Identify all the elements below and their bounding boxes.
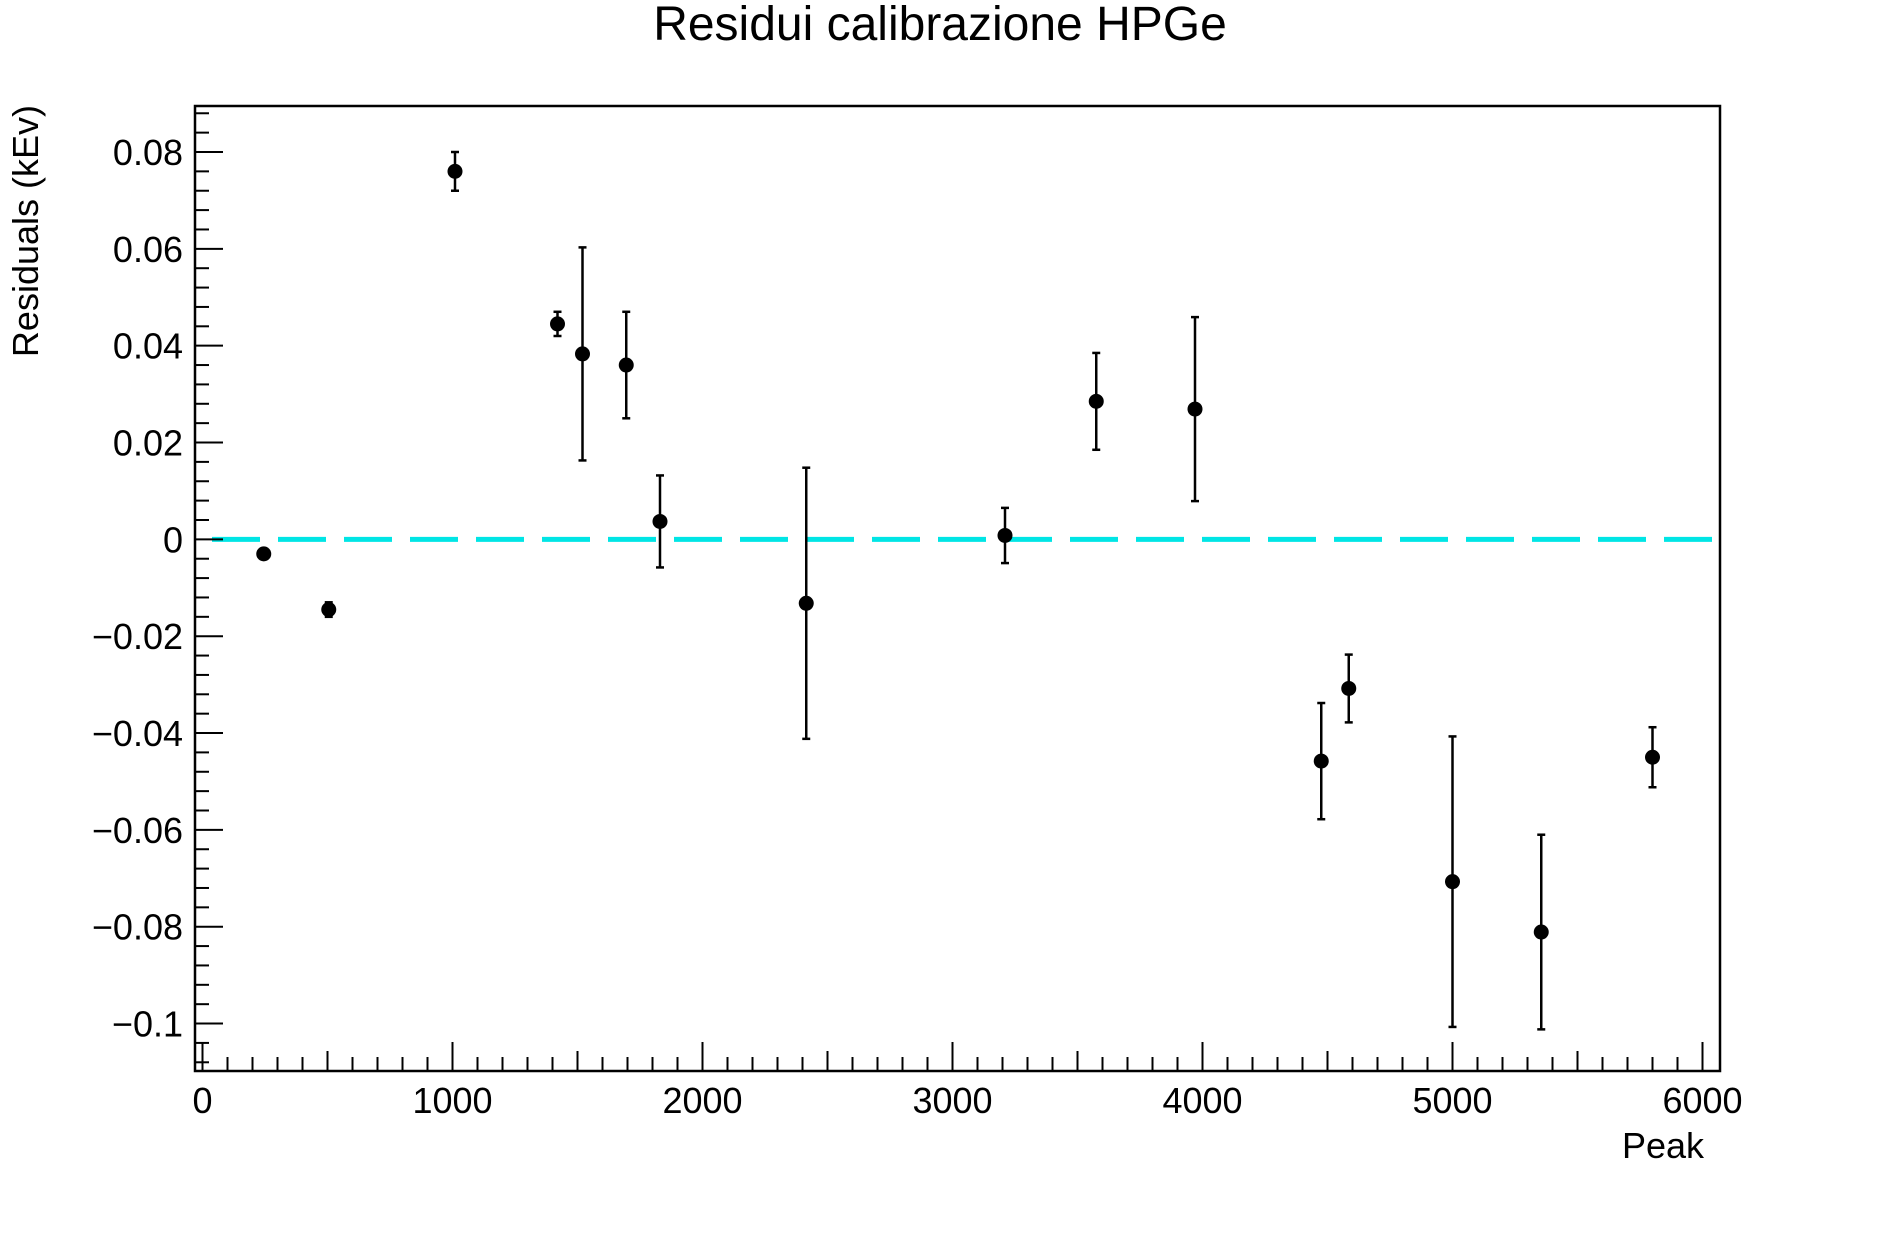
data-marker [997,527,1013,543]
y-tick-label: 0.02 [113,423,183,464]
data-marker [1313,753,1329,769]
data-marker [550,316,565,332]
y-tick-label: 0.06 [113,229,183,270]
y-tick-label: 0 [163,519,183,560]
data-point [575,246,590,462]
y-tick-label: 0.04 [113,326,183,367]
data-point [1341,653,1357,724]
data-point [256,546,272,562]
y-tick-label: −0.02 [92,616,183,657]
x-tick-label: 3000 [912,1080,992,1121]
plot-frame [193,104,1722,1073]
data-point [550,310,565,338]
data-marker [1187,401,1203,417]
x-axis-label: Peak [1622,1125,1705,1166]
data-point [447,150,463,192]
data-point [1313,701,1329,821]
data-point [997,506,1013,565]
y-tick-label: −0.08 [92,907,183,948]
x-tick-label: 5000 [1412,1080,1492,1121]
x-tick-label: 6000 [1662,1080,1742,1121]
x-tick-label: 4000 [1162,1080,1242,1121]
x-tick-label: 0 [192,1080,212,1121]
y-tick-label: 0.08 [113,132,183,173]
data-marker [652,513,668,529]
data-point [1645,725,1660,789]
data-marker [798,595,814,611]
y-tick-label: −0.04 [92,713,183,754]
data-marker [321,602,337,618]
axes: 0.08 0.06 0.04 0.02 0 −0.02 −0.04 −0.06 −0.08 −0.… [92,112,1743,1121]
data-point [652,474,668,569]
data-marker [1088,393,1104,409]
x-tick-label: 2000 [662,1080,742,1121]
y-tick-label: −0.06 [92,810,183,851]
data-marker [447,163,463,179]
data-point [618,310,634,420]
data-points [256,150,1660,1031]
chart-title: Residui calibrazione HPGe [653,0,1227,51]
y-axis-label: Residuals (kEv) [5,105,46,357]
data-point [1445,735,1460,1029]
data-point [1187,315,1203,503]
data-marker [1341,680,1357,696]
y-tick-label: −0.1 [112,1004,183,1045]
data-marker [575,346,590,362]
x-tick-label: 1000 [412,1080,492,1121]
data-point [798,466,814,741]
data-point [1533,833,1549,1031]
data-marker [1645,749,1660,765]
data-point [1088,351,1104,452]
data-point [321,601,337,619]
data-marker [618,357,634,373]
data-marker [256,546,272,562]
data-marker [1445,874,1460,890]
data-marker [1533,924,1549,940]
